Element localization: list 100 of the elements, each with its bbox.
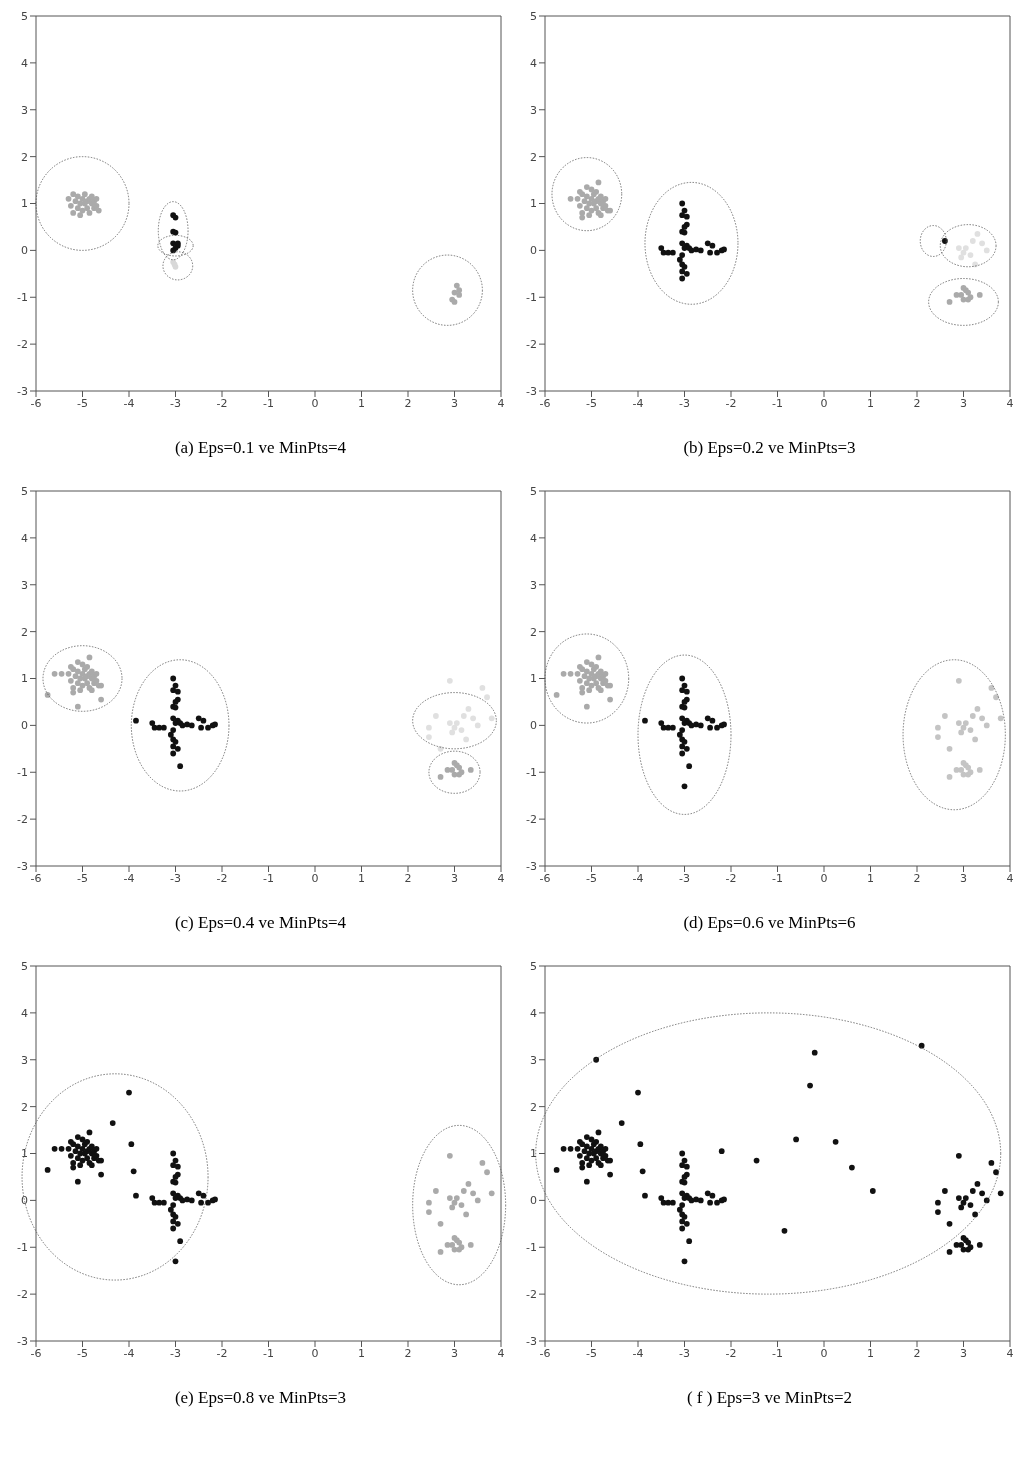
y-tick-label: 3 <box>21 103 28 117</box>
y-tick-label: -2 <box>17 1288 28 1302</box>
x-tick-label: 4 <box>1006 396 1014 410</box>
text: ( f ) Eps=3 ve MinPts=2 <box>685 1387 854 1409</box>
y-tick-label: -2 <box>526 813 537 827</box>
x-tick-label: -6 <box>539 396 551 410</box>
x-tick-label: 2 <box>913 871 921 885</box>
y-tick-label: 4 <box>21 531 28 545</box>
x-tick-label: -1 <box>263 871 274 885</box>
y-tick-label: 1 <box>530 1147 537 1161</box>
x-tick-label: 4 <box>497 1346 505 1360</box>
y-tick-label: 0 <box>530 719 537 733</box>
y-tick-label: 2 <box>530 625 537 639</box>
text: (e) Eps=0.8 ve MinPts=3 <box>173 1387 348 1409</box>
x-tick-label: 3 <box>960 871 967 885</box>
x-tick-label: 2 <box>913 1346 921 1360</box>
x-tick-label: 3 <box>451 871 458 885</box>
x-tick-label: 4 <box>1006 1346 1014 1360</box>
y-tick-label: -1 <box>17 766 28 780</box>
x-tick-label: 4 <box>497 871 505 885</box>
y-tick-label: -2 <box>17 338 28 352</box>
y-tick-label: 2 <box>21 625 28 639</box>
y-tick-label: 5 <box>530 959 537 973</box>
x-tick-label: -1 <box>772 871 783 885</box>
y-tick-label: 2 <box>21 1100 28 1114</box>
text: (a) Eps=0.1 ve MinPts=4 <box>173 437 348 459</box>
y-tick-label: -1 <box>526 766 537 780</box>
x-tick-label: -2 <box>725 1346 737 1360</box>
x-tick-label: -6 <box>539 1346 551 1360</box>
y-tick-label: -1 <box>17 1241 28 1255</box>
y-tick-label: 4 <box>21 56 28 70</box>
x-tick-label: -3 <box>679 1346 690 1360</box>
y-tick-label: 1 <box>530 672 537 686</box>
x-tick-label: 1 <box>358 1346 365 1360</box>
x-tick-label: 0 <box>820 396 828 410</box>
x-tick-label: 2 <box>404 871 412 885</box>
x-tick-label: -2 <box>216 396 228 410</box>
y-tick-label: -2 <box>17 813 28 827</box>
x-tick-label: -3 <box>679 871 690 885</box>
x-tick-label: -5 <box>77 871 88 885</box>
y-tick-label: 2 <box>530 150 537 164</box>
x-tick-label: -2 <box>216 1346 228 1360</box>
y-tick-label: 1 <box>530 197 537 211</box>
x-tick-label: -4 <box>123 396 135 410</box>
x-tick-label: -6 <box>539 871 551 885</box>
y-tick-label: 1 <box>21 1147 28 1161</box>
x-tick-label: -3 <box>170 1346 181 1360</box>
x-tick-label: -5 <box>77 1346 88 1360</box>
x-tick-label: -2 <box>216 871 228 885</box>
y-tick-label: 3 <box>530 578 537 592</box>
x-tick-label: 4 <box>497 396 505 410</box>
y-tick-label: -3 <box>17 1334 28 1348</box>
y-tick-label: -1 <box>526 1241 537 1255</box>
x-tick-label: 0 <box>820 871 828 885</box>
x-tick-label: 4 <box>1006 871 1014 885</box>
x-tick-label: -5 <box>77 396 88 410</box>
x-tick-label: 1 <box>358 396 365 410</box>
y-tick-label: 3 <box>530 1053 537 1067</box>
x-tick-label: 0 <box>820 1346 828 1360</box>
x-tick-label: -3 <box>170 871 181 885</box>
y-tick-label: 0 <box>530 244 537 258</box>
text: (d) Eps=0.6 ve MinPts=6 <box>682 912 857 934</box>
x-tick-label: 3 <box>960 1346 967 1360</box>
x-tick-label: 3 <box>960 396 967 410</box>
y-tick-label: -3 <box>526 859 537 873</box>
y-tick-label: 3 <box>21 1053 28 1067</box>
x-tick-label: 2 <box>404 396 412 410</box>
x-tick-label: -3 <box>170 396 181 410</box>
x-tick-label: -6 <box>30 396 42 410</box>
y-tick-label: -3 <box>17 384 28 398</box>
text: (c) Eps=0.4 ve MinPts=4 <box>173 912 348 934</box>
x-tick-label: -6 <box>30 871 42 885</box>
x-tick-label: 1 <box>867 396 874 410</box>
y-tick-label: 2 <box>530 1100 537 1114</box>
x-tick-label: -1 <box>772 1346 783 1360</box>
y-tick-label: 5 <box>530 484 537 498</box>
x-tick-label: -1 <box>263 1346 274 1360</box>
y-tick-label: 5 <box>530 9 537 23</box>
x-tick-label: 0 <box>311 871 319 885</box>
x-tick-label: 3 <box>451 1346 458 1360</box>
y-tick-label: 4 <box>21 1006 28 1020</box>
x-tick-label: -3 <box>679 396 690 410</box>
x-tick-label: -4 <box>632 1346 644 1360</box>
x-tick-label: -4 <box>632 396 644 410</box>
x-tick-label: -5 <box>586 396 597 410</box>
x-tick-label: 0 <box>311 1346 319 1360</box>
text: (b) Eps=0.2 ve MinPts=3 <box>682 437 857 459</box>
y-tick-label: -3 <box>17 859 28 873</box>
x-tick-label: -6 <box>30 1346 42 1360</box>
y-tick-label: 0 <box>21 719 28 733</box>
y-tick-label: 0 <box>530 1194 537 1208</box>
y-tick-label: 4 <box>530 1006 537 1020</box>
y-tick-label: 5 <box>21 484 28 498</box>
x-tick-label: 1 <box>867 871 874 885</box>
x-tick-label: -1 <box>772 396 783 410</box>
x-tick-label: 2 <box>404 1346 412 1360</box>
x-tick-label: -2 <box>725 871 737 885</box>
y-tick-label: 0 <box>21 244 28 258</box>
x-tick-label: 1 <box>358 871 365 885</box>
x-tick-label: -5 <box>586 1346 597 1360</box>
